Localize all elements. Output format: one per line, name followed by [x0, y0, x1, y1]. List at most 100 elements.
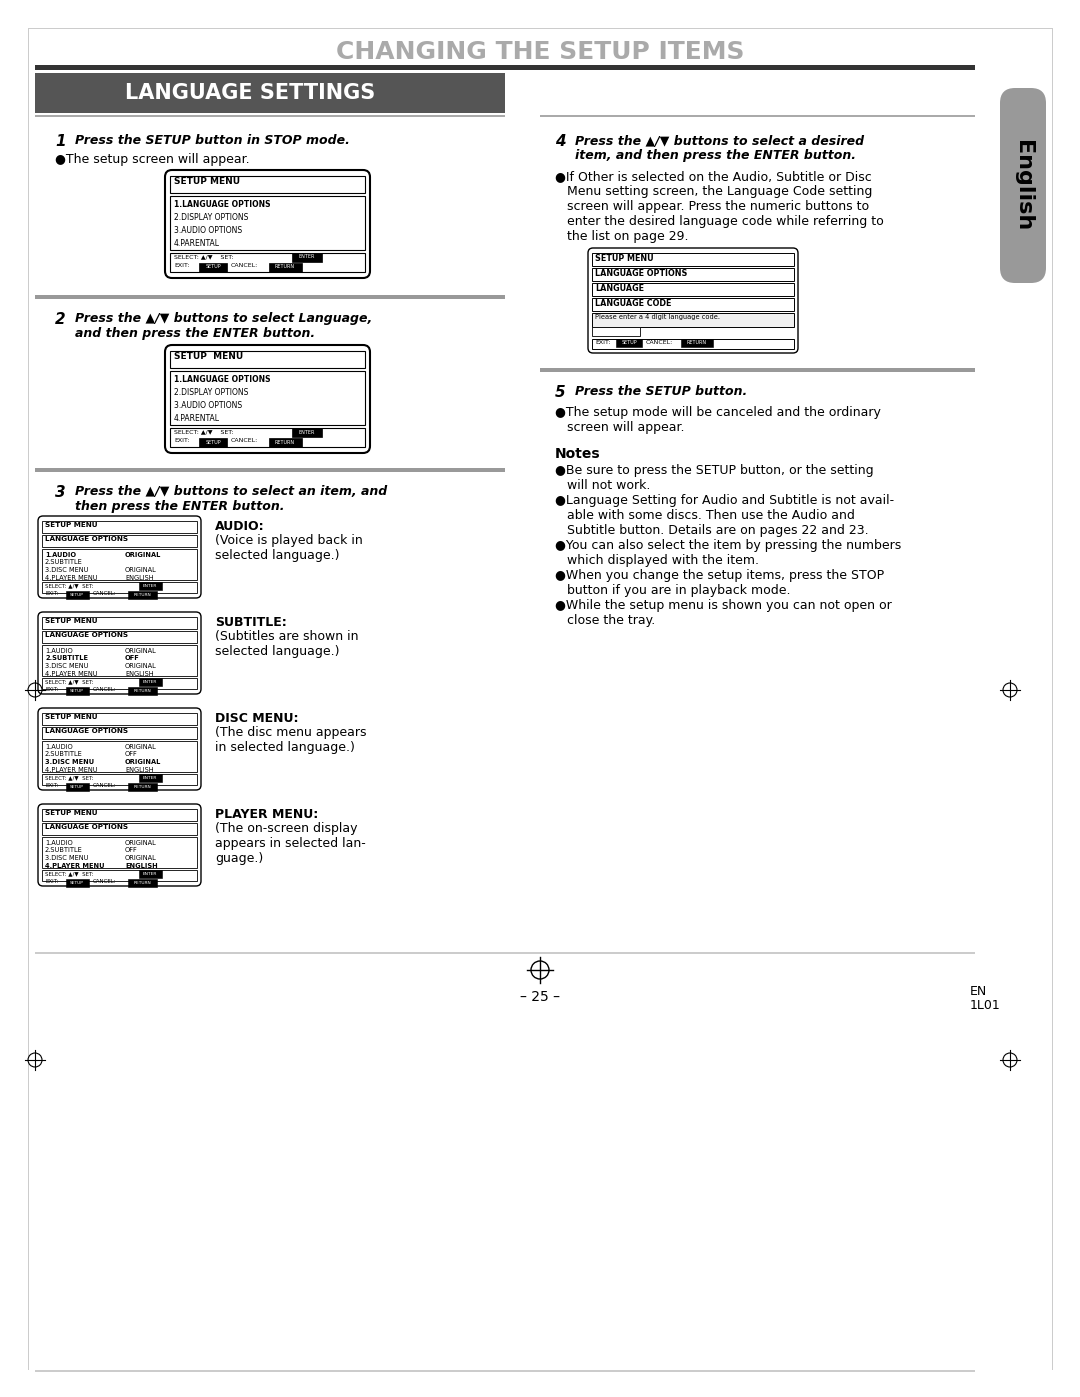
Text: ORIGINAL: ORIGINAL: [125, 745, 157, 750]
Text: then press the ENTER button.: then press the ENTER button.: [75, 500, 284, 513]
Text: ●You can also select the item by pressing the numbers: ●You can also select the item by pressin…: [555, 539, 901, 552]
Text: enter the desired language code while referring to: enter the desired language code while re…: [555, 215, 883, 228]
Text: OFF: OFF: [125, 848, 138, 854]
Bar: [170, 196, 365, 250]
Text: 3.AUDIO OPTIONS: 3.AUDIO OPTIONS: [174, 226, 242, 235]
Text: SELECT: ▲/▼  SET:: SELECT: ▲/▼ SET:: [45, 583, 94, 588]
Text: CHANGING THE SETUP ITEMS: CHANGING THE SETUP ITEMS: [336, 41, 744, 64]
Bar: [35, 1370, 975, 1372]
Text: button if you are in playback mode.: button if you are in playback mode.: [555, 584, 791, 597]
Text: English: English: [1013, 140, 1032, 231]
Bar: [592, 313, 794, 327]
Text: CANCEL:: CANCEL:: [93, 687, 117, 692]
Text: 4.PLAYER MENU: 4.PLAYER MENU: [45, 574, 97, 581]
Text: (The on-screen display: (The on-screen display: [215, 821, 357, 835]
Text: RETURN: RETURN: [275, 440, 295, 444]
Text: SETUP MENU: SETUP MENU: [595, 254, 653, 263]
Bar: [42, 521, 197, 534]
Text: the list on page 29.: the list on page 29.: [555, 231, 689, 243]
Text: CANCEL:: CANCEL:: [231, 263, 258, 268]
Text: SETUP: SETUP: [70, 689, 84, 693]
Text: SETUP MENU: SETUP MENU: [45, 810, 97, 816]
Bar: [42, 617, 197, 629]
Text: Press the ▲/▼ buttons to select an item, and: Press the ▲/▼ buttons to select an item,…: [75, 485, 388, 497]
Text: close the tray.: close the tray.: [555, 615, 656, 627]
Text: ●Be sure to press the SETUP button, or the setting: ●Be sure to press the SETUP button, or t…: [555, 464, 874, 476]
Text: Press the SETUP button in STOP mode.: Press the SETUP button in STOP mode.: [75, 134, 350, 147]
Text: 2.SUBTITLE: 2.SUBTITLE: [45, 752, 83, 757]
Text: 1.AUDIO: 1.AUDIO: [45, 648, 72, 654]
Text: LANGUAGE OPTIONS: LANGUAGE OPTIONS: [595, 270, 687, 278]
Text: CANCEL:: CANCEL:: [93, 591, 117, 597]
Text: LANGUAGE OPTIONS: LANGUAGE OPTIONS: [45, 824, 129, 830]
Text: EXIT:: EXIT:: [45, 591, 58, 597]
Text: Subtitle button. Details are on pages 22 and 23.: Subtitle button. Details are on pages 22…: [555, 524, 868, 536]
Text: EXIT:: EXIT:: [45, 687, 58, 692]
FancyBboxPatch shape: [165, 170, 370, 278]
Bar: [170, 427, 365, 447]
Bar: [592, 298, 794, 312]
FancyBboxPatch shape: [38, 612, 201, 694]
Bar: [42, 645, 197, 676]
Text: 4.PARENTAL: 4.PARENTAL: [174, 414, 220, 423]
Text: ENGLISH: ENGLISH: [125, 671, 153, 676]
Text: ORIGINAL: ORIGINAL: [125, 552, 161, 557]
Bar: [35, 295, 505, 299]
Bar: [42, 837, 197, 868]
Text: item, and then press the ENTER button.: item, and then press the ENTER button.: [575, 149, 856, 162]
Text: ENGLISH: ENGLISH: [125, 767, 153, 773]
Bar: [269, 439, 302, 447]
Text: EXIT:: EXIT:: [45, 879, 58, 884]
Bar: [616, 339, 642, 346]
Text: 1.AUDIO: 1.AUDIO: [45, 552, 76, 557]
Bar: [42, 774, 197, 785]
Text: ENTER: ENTER: [143, 872, 158, 876]
Text: SELECT: ▲/▼  SET:: SELECT: ▲/▼ SET:: [45, 679, 94, 685]
Text: ●When you change the setup items, press the STOP: ●When you change the setup items, press …: [555, 569, 885, 583]
FancyBboxPatch shape: [165, 345, 370, 453]
Text: Please enter a 4 digit language code.: Please enter a 4 digit language code.: [595, 314, 720, 320]
Text: 3: 3: [55, 485, 66, 500]
Text: Press the ▲/▼ buttons to select a desired: Press the ▲/▼ buttons to select a desire…: [575, 134, 864, 147]
FancyBboxPatch shape: [38, 708, 201, 789]
Text: SETUP MENU: SETUP MENU: [45, 522, 97, 528]
Bar: [139, 678, 162, 686]
Text: EN: EN: [970, 985, 987, 997]
Text: ENTER: ENTER: [299, 254, 315, 260]
Bar: [170, 253, 365, 272]
Text: 4.PLAYER MENU: 4.PLAYER MENU: [45, 671, 97, 676]
Text: ENGLISH: ENGLISH: [125, 574, 153, 581]
Bar: [139, 583, 162, 590]
Text: selected language.): selected language.): [215, 645, 339, 658]
Text: SELECT: ▲/▼  SET:: SELECT: ▲/▼ SET:: [45, 870, 94, 876]
Text: appears in selected lan-: appears in selected lan-: [215, 837, 366, 849]
Bar: [269, 263, 302, 272]
Text: SETUP MENU: SETUP MENU: [174, 177, 240, 186]
Text: 2.DISPLAY OPTIONS: 2.DISPLAY OPTIONS: [174, 388, 248, 397]
Text: 2.SUBTITLE: 2.SUBTITLE: [45, 848, 83, 854]
Bar: [42, 583, 197, 592]
Text: 1.LANGUAGE OPTIONS: 1.LANGUAGE OPTIONS: [174, 374, 270, 384]
Bar: [129, 687, 157, 694]
Bar: [35, 951, 975, 954]
Text: ORIGINAL: ORIGINAL: [125, 648, 157, 654]
Text: LANGUAGE OPTIONS: LANGUAGE OPTIONS: [45, 536, 129, 542]
Bar: [592, 327, 640, 337]
Text: ●Language Setting for Audio and Subtitle is not avail-: ●Language Setting for Audio and Subtitle…: [555, 495, 894, 507]
Text: SETUP: SETUP: [70, 882, 84, 886]
Bar: [681, 339, 713, 346]
Text: – 25 –: – 25 –: [519, 990, 561, 1004]
Text: SETUP: SETUP: [70, 785, 84, 789]
Bar: [540, 115, 975, 117]
Text: ●The setup mode will be canceled and the ordinary: ●The setup mode will be canceled and the…: [555, 407, 881, 419]
Text: 4.PLAYER MENU: 4.PLAYER MENU: [45, 862, 105, 869]
Bar: [139, 870, 162, 877]
Bar: [35, 66, 975, 70]
Text: RETURN: RETURN: [133, 785, 151, 789]
Text: ENTER: ENTER: [143, 584, 158, 588]
Text: SETUP MENU: SETUP MENU: [45, 714, 97, 719]
Text: OFF: OFF: [125, 655, 139, 662]
Text: ENTER: ENTER: [143, 775, 158, 780]
Text: ORIGINAL: ORIGINAL: [125, 664, 157, 669]
Bar: [592, 284, 794, 296]
